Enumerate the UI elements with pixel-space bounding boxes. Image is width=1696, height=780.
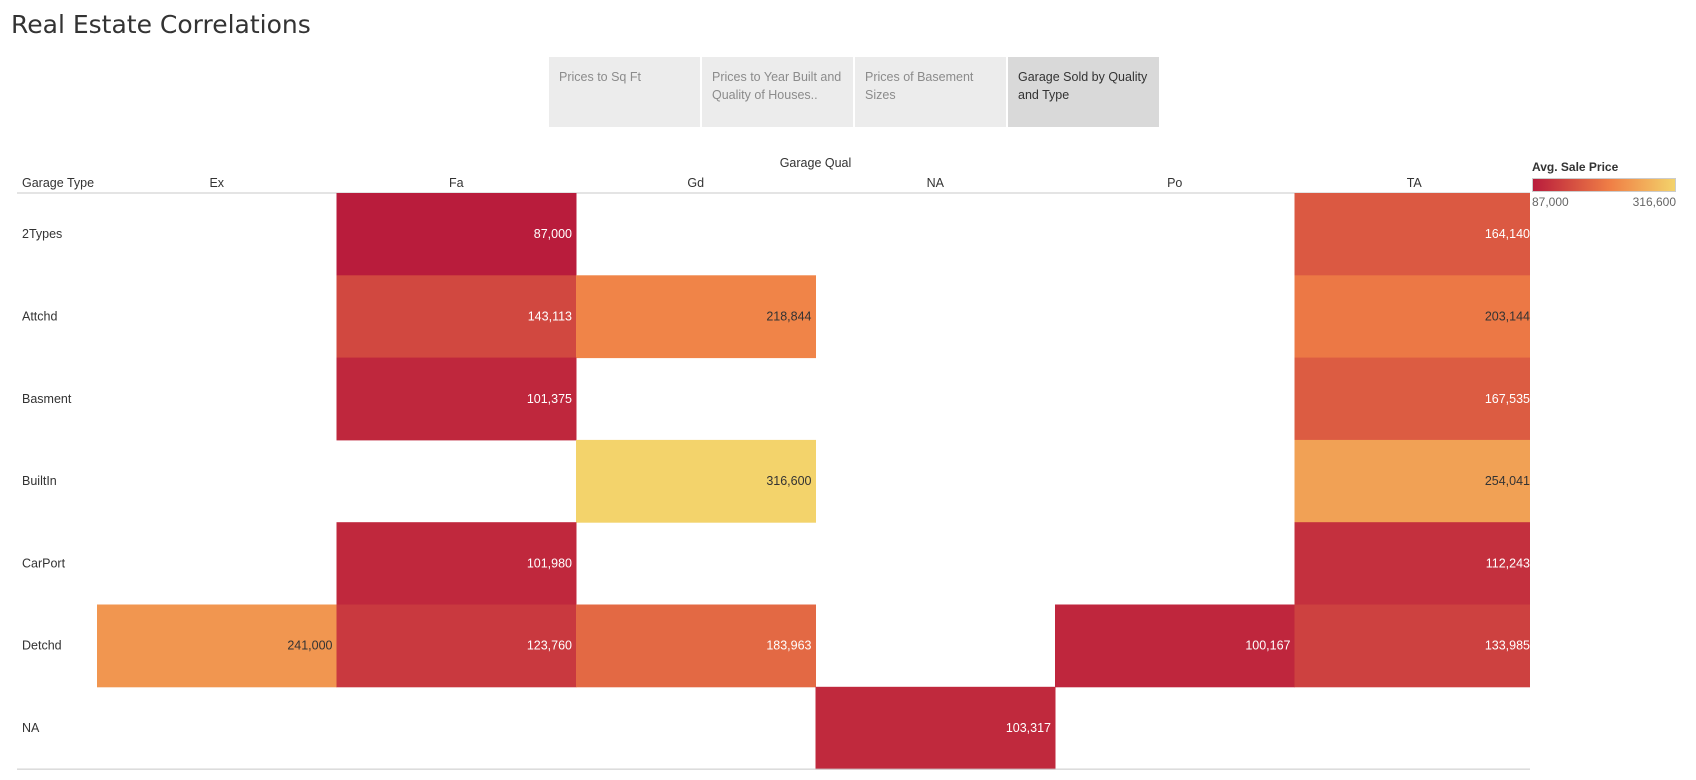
cell-value-label: 101,980 bbox=[527, 556, 572, 570]
cell-value-label: 183,963 bbox=[766, 639, 811, 653]
legend-title: Avg. Sale Price bbox=[1532, 160, 1619, 174]
heatmap-cell[interactable] bbox=[576, 604, 816, 688]
column-field-label: Garage Qual bbox=[780, 156, 852, 170]
column-header[interactable]: Gd bbox=[687, 176, 704, 190]
row-header[interactable]: 2Types bbox=[22, 227, 62, 241]
cell-value-label: 143,113 bbox=[528, 309, 572, 323]
row-header[interactable]: NA bbox=[22, 721, 40, 735]
tab-garage-sold[interactable]: Garage Sold by Quality and Type bbox=[1008, 57, 1159, 127]
heatmap-cell[interactable] bbox=[1294, 275, 1531, 359]
heatmap-chart: Garage Qual Garage Type Ex Fa Gd NA Po TA 2Types… bbox=[17, 156, 1531, 770]
heatmap-cell[interactable] bbox=[336, 604, 577, 688]
legend-gradient-bar bbox=[1532, 178, 1676, 192]
heatmap-cell[interactable] bbox=[97, 604, 337, 688]
row-header[interactable]: Attchd bbox=[22, 309, 57, 323]
legend-min-label: 87,000 bbox=[1532, 195, 1569, 209]
column-header[interactable]: Ex bbox=[209, 176, 224, 190]
column-header[interactable]: Po bbox=[1167, 176, 1182, 190]
heatmap-cell[interactable] bbox=[1294, 604, 1531, 688]
cell-value-label: 241,000 bbox=[287, 639, 332, 653]
cell-value-label: 164,140 bbox=[1485, 227, 1530, 241]
cell-value-label: 218,844 bbox=[766, 309, 811, 323]
color-legend[interactable]: Avg. Sale Price 87,000 316,600 bbox=[1532, 160, 1680, 209]
legend-max-label: 316,600 bbox=[1632, 195, 1676, 209]
cell-value-label: 87,000 bbox=[534, 227, 572, 241]
tab-prices-year-built[interactable]: Prices to Year Built and Quality of Hous… bbox=[702, 57, 853, 127]
cell-value-label: 133,985 bbox=[1485, 639, 1530, 653]
cell-value-label: 103,317 bbox=[1006, 721, 1051, 735]
heatmap-cell[interactable] bbox=[336, 357, 577, 441]
dashboard-tabs: Prices to Sq Ft Prices to Year Built and… bbox=[549, 57, 1159, 127]
heatmap-cell[interactable] bbox=[576, 439, 816, 523]
cell-value-label: 203,144 bbox=[1485, 309, 1530, 323]
cell-value-label: 316,600 bbox=[766, 474, 811, 488]
row-header[interactable]: BuiltIn bbox=[22, 474, 57, 488]
column-header[interactable]: Fa bbox=[449, 176, 464, 190]
cell-value-label: 123,760 bbox=[527, 639, 572, 653]
cell-value-label: 112,243 bbox=[1486, 556, 1530, 570]
row-header[interactable]: Detchd bbox=[22, 639, 62, 653]
tab-prices-basement[interactable]: Prices of Basement Sizes bbox=[855, 57, 1006, 127]
cell-value-label: 101,375 bbox=[527, 392, 572, 406]
heatmap-cell[interactable] bbox=[576, 275, 816, 359]
heatmap-cell[interactable] bbox=[1294, 193, 1531, 276]
row-header[interactable]: Basment bbox=[22, 392, 72, 406]
heatmap-cell[interactable] bbox=[1055, 604, 1295, 688]
heatmap-cell[interactable] bbox=[1294, 522, 1531, 605]
tab-prices-sqft[interactable]: Prices to Sq Ft bbox=[549, 57, 700, 127]
heatmap-cell[interactable] bbox=[336, 193, 577, 276]
heatmap-cell[interactable] bbox=[1294, 357, 1531, 441]
cell-value-label: 100,167 bbox=[1245, 639, 1290, 653]
row-header[interactable]: CarPort bbox=[22, 556, 66, 570]
column-header[interactable]: TA bbox=[1407, 176, 1423, 190]
column-header[interactable]: NA bbox=[927, 176, 945, 190]
heatmap-cell[interactable] bbox=[815, 686, 1056, 770]
heatmap-cell[interactable] bbox=[1294, 439, 1531, 523]
heatmap-cell[interactable] bbox=[336, 522, 577, 605]
cell-value-label: 167,535 bbox=[1485, 392, 1530, 406]
row-field-label: Garage Type bbox=[22, 176, 94, 190]
cell-value-label: 254,041 bbox=[1485, 474, 1530, 488]
page-title: Real Estate Correlations bbox=[11, 10, 311, 39]
heatmap-cell[interactable] bbox=[336, 275, 577, 359]
